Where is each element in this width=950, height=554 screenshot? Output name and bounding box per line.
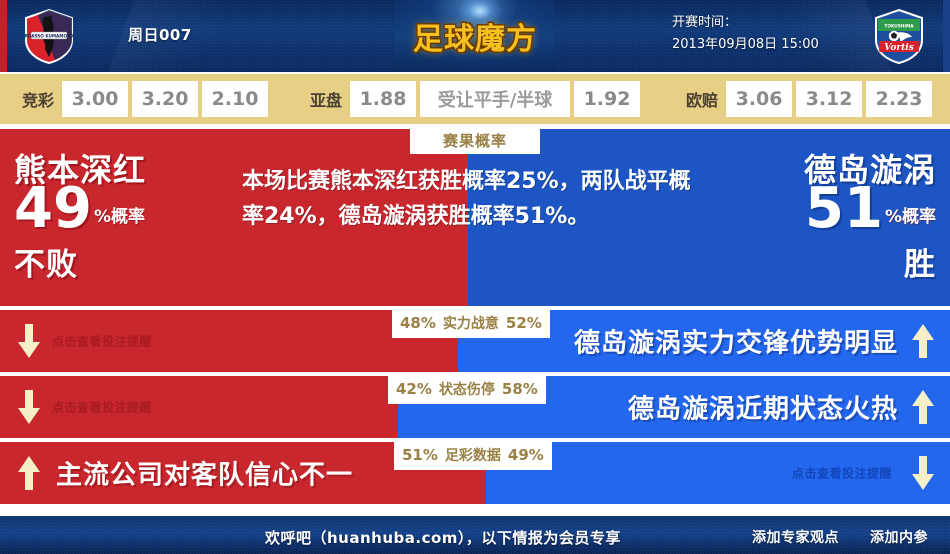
- odds-cell-jingcai-home[interactable]: 3.00: [62, 81, 129, 117]
- away-percent-number: 51: [805, 176, 883, 241]
- header-red-edge: [0, 0, 7, 72]
- comparison-chip-lottery: 51% 足彩数据 49%: [394, 440, 552, 470]
- add-inside-info-link[interactable]: 添加内参: [870, 530, 928, 546]
- betting-hint-link[interactable]: 点击查看投注提醒: [791, 466, 892, 481]
- odds-cell-yapan-handicap[interactable]: 受让平手/半球: [420, 81, 571, 117]
- arrow-up-icon: [16, 456, 42, 490]
- kickoff-time-block: 开赛时间： 2013年09月08日 15:00: [672, 12, 819, 56]
- away-verdict: 胜: [904, 247, 936, 283]
- brand-text: 足球魔方: [413, 22, 537, 57]
- chip-label: 足彩数据: [444, 448, 501, 464]
- chip-home-percent: 48%: [400, 314, 436, 332]
- odds-cell-yapan-away[interactable]: 1.92: [574, 81, 641, 117]
- away-percent-suffix: %概率: [884, 207, 936, 227]
- away-team-name: 德岛漩涡: [803, 151, 936, 189]
- odds-cell-jingcai-away[interactable]: 2.10: [202, 81, 269, 117]
- svg-text:TOKUSHIMA: TOKUSHIMA: [884, 24, 914, 30]
- comparison-away-bar: [486, 442, 950, 504]
- away-probability-block: 德岛漩涡 51 %概率 胜: [468, 126, 950, 306]
- svg-text:Vortis: Vortis: [884, 43, 914, 53]
- comparison-row-lottery: 主流公司对客队信心不一 51% 足彩数据 49% 点击查看投注提醒: [0, 440, 950, 504]
- chip-home-percent: 51%: [402, 446, 438, 464]
- arrow-up-icon: [910, 390, 936, 424]
- odds-group-oupei: 欧赔 3.06 3.12 2.23: [678, 81, 936, 117]
- comparison-headline: 主流公司对客队信心不一: [56, 460, 354, 491]
- betting-hint-link[interactable]: 点击查看投注提醒: [52, 400, 153, 415]
- site-brand-logo: 足球魔方: [395, 0, 555, 72]
- chip-away-percent: 49%: [507, 446, 544, 464]
- home-percent-suffix: %概率: [93, 207, 145, 227]
- probability-summary-text: 本场比赛熊本深红获胜概率25%，两队战平概率24%，德岛漩涡获胜概率51%。: [242, 169, 691, 229]
- odds-cell-oupei-away[interactable]: 2.23: [866, 81, 933, 117]
- odds-bar: 竞彩 3.00 3.20 2.10 亚盘 1.88 受让平手/半球 1.92 欧…: [0, 72, 950, 124]
- comparison-row-strength: 点击查看投注提醒 48% 实力战意 52% 德岛漩涡实力交锋优势明显: [0, 308, 950, 372]
- odds-group-jingcai: 竞彩 3.00 3.20 2.10: [14, 81, 272, 117]
- result-probability-tab[interactable]: 赛果概率: [410, 126, 540, 154]
- comparison-headline: 德岛漩涡近期状态火热: [627, 394, 898, 425]
- probability-panel: 熊本深红 49 %概率 不败 德岛漩涡 51 %概率 胜 赛果概率 本场比赛熊本…: [0, 126, 950, 306]
- footer-notice: 欢呼吧（huanhuba.com），以下情报为会员专享: [265, 529, 621, 547]
- arrow-down-icon: [16, 324, 42, 358]
- away-percent-row: 51 %概率: [805, 176, 936, 241]
- odds-cell-oupei-draw[interactable]: 3.12: [796, 81, 863, 117]
- comparison-headline: 德岛漩涡实力交锋优势明显: [573, 328, 898, 359]
- chip-label: 状态伤停: [438, 382, 495, 398]
- home-probability-block: 熊本深红 49 %概率 不败: [0, 126, 468, 306]
- odds-cell-yapan-home[interactable]: 1.88: [350, 81, 417, 117]
- away-team-crest-icon: TOKUSHIMA Vortis: [870, 7, 928, 65]
- comparison-home-bar: [0, 376, 398, 438]
- comparison-home-bar: [0, 310, 458, 372]
- odds-group-title: 亚盘: [310, 91, 343, 110]
- chip-away-percent: 52%: [505, 314, 542, 332]
- comparison-chip-strength: 48% 实力战意 52%: [392, 308, 550, 338]
- home-team-crest-icon: ROASSO KUMAMOTO: [20, 7, 78, 65]
- odds-cell-jingcai-draw[interactable]: 3.20: [132, 81, 199, 117]
- home-team-name: 熊本深红: [14, 151, 147, 189]
- odds-group-title: 欧赔: [686, 91, 719, 110]
- add-expert-opinion-link[interactable]: 添加专家观点: [752, 530, 839, 546]
- brand-light-burst: [457, 0, 503, 28]
- chip-away-percent: 58%: [501, 380, 538, 398]
- arrow-up-icon: [910, 324, 936, 358]
- chip-label: 实力战意: [442, 316, 499, 332]
- footer-texture: [0, 516, 950, 554]
- arrow-down-icon: [16, 390, 42, 424]
- round-label: 周日007: [128, 26, 192, 44]
- kickoff-value: 2013年09月08日 15:00: [672, 37, 819, 52]
- chip-home-percent: 42%: [396, 380, 432, 398]
- odds-group-yapan: 亚盘 1.88 受让平手/半球 1.92: [302, 81, 644, 117]
- home-percent-row: 49 %概率: [14, 176, 145, 241]
- odds-group-title: 竞彩: [22, 91, 55, 110]
- page-footer: 欢呼吧（huanhuba.com），以下情报为会员专享 添加专家观点 添加内参: [0, 514, 950, 554]
- page-header: ROASSO KUMAMOTO TOKUSHIMA Vortis 周日007 足…: [0, 0, 950, 72]
- odds-cell-oupei-home[interactable]: 3.06: [726, 81, 793, 117]
- comparison-chip-form: 42% 状态伤停 58%: [388, 374, 546, 404]
- svg-text:ROASSO KUMAMOTO: ROASSO KUMAMOTO: [25, 34, 74, 39]
- arrow-down-icon: [910, 456, 936, 490]
- betting-hint-link[interactable]: 点击查看投注提醒: [52, 334, 153, 349]
- comparison-row-form: 点击查看投注提醒 42% 状态伤停 58% 德岛漩涡近期状态火热: [0, 374, 950, 438]
- kickoff-label: 开赛时间：: [672, 15, 738, 30]
- home-verdict: 不败: [14, 247, 78, 283]
- header-blue-edge: [943, 0, 950, 72]
- home-percent-number: 49: [14, 176, 92, 241]
